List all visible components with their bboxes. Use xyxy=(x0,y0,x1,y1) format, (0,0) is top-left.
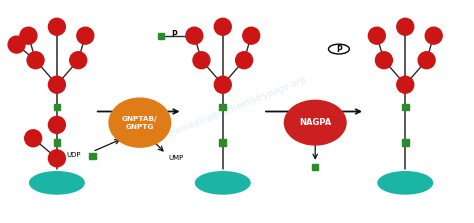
Text: NAGPA: NAGPA xyxy=(299,118,331,127)
Text: UMP: UMP xyxy=(168,155,183,161)
Ellipse shape xyxy=(195,172,250,194)
FancyBboxPatch shape xyxy=(219,104,226,110)
FancyBboxPatch shape xyxy=(402,139,409,146)
Text: P: P xyxy=(336,45,342,54)
Ellipse shape xyxy=(29,172,84,194)
Ellipse shape xyxy=(48,116,65,133)
Text: GNPTAB/
GNPTG: GNPTAB/ GNPTG xyxy=(122,116,158,130)
Ellipse shape xyxy=(27,52,44,69)
Ellipse shape xyxy=(243,27,260,44)
Ellipse shape xyxy=(193,52,210,69)
FancyBboxPatch shape xyxy=(54,139,60,146)
Ellipse shape xyxy=(77,27,94,44)
Ellipse shape xyxy=(70,52,87,69)
Ellipse shape xyxy=(8,36,25,53)
FancyBboxPatch shape xyxy=(312,164,319,170)
Ellipse shape xyxy=(236,52,253,69)
Ellipse shape xyxy=(48,18,65,35)
Ellipse shape xyxy=(397,76,414,93)
Ellipse shape xyxy=(25,130,42,147)
Ellipse shape xyxy=(48,76,65,93)
FancyBboxPatch shape xyxy=(402,104,409,110)
Ellipse shape xyxy=(20,27,37,44)
Text: UDP: UDP xyxy=(66,152,81,158)
Ellipse shape xyxy=(378,172,432,194)
Ellipse shape xyxy=(397,18,414,35)
FancyBboxPatch shape xyxy=(89,153,96,159)
Ellipse shape xyxy=(48,150,65,167)
Ellipse shape xyxy=(375,52,392,69)
Ellipse shape xyxy=(425,27,442,44)
Circle shape xyxy=(328,44,349,54)
FancyBboxPatch shape xyxy=(158,33,164,39)
Ellipse shape xyxy=(214,76,231,93)
Text: P: P xyxy=(172,30,177,39)
Ellipse shape xyxy=(418,52,435,69)
Ellipse shape xyxy=(186,27,203,44)
FancyBboxPatch shape xyxy=(219,139,226,146)
Ellipse shape xyxy=(109,98,171,147)
Ellipse shape xyxy=(284,100,346,145)
Ellipse shape xyxy=(214,18,231,35)
FancyBboxPatch shape xyxy=(54,104,60,110)
Ellipse shape xyxy=(368,27,385,44)
Text: themedicalbiochemistrypage.org: themedicalbiochemistrypage.org xyxy=(166,75,308,139)
